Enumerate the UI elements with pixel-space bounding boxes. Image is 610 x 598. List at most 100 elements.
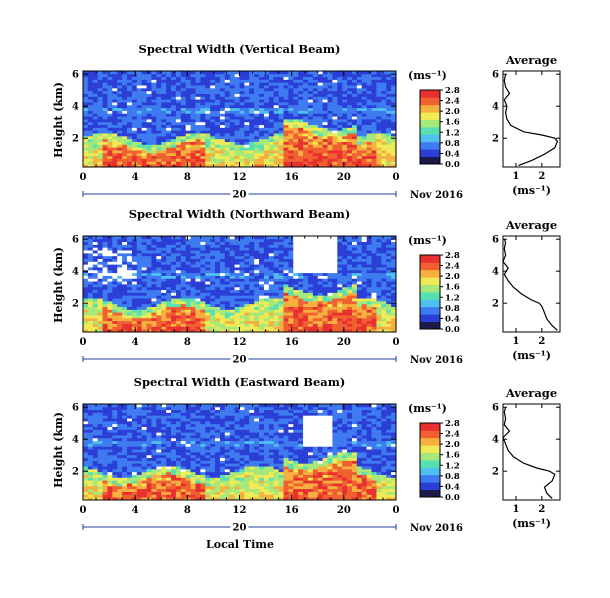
- average-y-tick-label: 6: [492, 70, 499, 81]
- x-tick-label: 16: [285, 505, 299, 516]
- colorbar-unit: (ms⁻¹): [408, 402, 447, 415]
- colorbar-tick-label: 2.4: [445, 262, 460, 272]
- x-tick-label: 0: [393, 172, 400, 183]
- y-axis-label: Height (km): [52, 82, 65, 158]
- colorbar-tick-label: 2.0: [445, 107, 460, 117]
- average-y-tick-label: 2: [492, 467, 499, 478]
- colorbar-tick-label: 2.8: [445, 419, 460, 429]
- average-x-tick-label: 1: [512, 171, 519, 182]
- colorbar-frame: [419, 422, 441, 498]
- date-month-label: Nov 2016: [410, 523, 463, 534]
- x-tick-label: 16: [285, 337, 299, 348]
- y-tick-label: 2: [72, 134, 79, 145]
- x-tick-label: 20: [337, 505, 351, 516]
- panel-3: Spectral Width (Eastward Beam)0 4 8 12 16 20 0…: [72, 375, 561, 534]
- colorbar-tick-label: 1.6: [445, 283, 460, 293]
- average-profile: Average 2 4 6 1 2 (ms⁻¹): [492, 53, 561, 197]
- average-x-tick-label: 1: [512, 336, 519, 347]
- y-tick-label: 6: [72, 70, 79, 81]
- x-tick-label: 8: [184, 505, 191, 516]
- colorbar-tick-label: 1.6: [445, 451, 460, 461]
- colorbar-tick-label: 1.6: [445, 118, 460, 128]
- y-tick-label: 6: [72, 235, 79, 246]
- average-y-tick-label: 4: [492, 102, 499, 113]
- x-tick-label: 0: [80, 337, 87, 348]
- average-frame: [502, 403, 561, 501]
- heatmap: [83, 236, 397, 333]
- y-axis-label: Height (km): [52, 247, 65, 323]
- colorbar: 0.00.40.81.21.62.02.42.8: [419, 251, 460, 335]
- average-x-tick-label: 1: [512, 504, 519, 515]
- colorbar-tick-label: 1.2: [445, 128, 460, 138]
- colorbar: 0.00.40.81.21.62.02.42.8: [419, 419, 460, 503]
- panel-2: Spectral Width (Northward Beam)0 4 8 12 16 20…: [72, 207, 561, 366]
- average-profile-line: [502, 407, 556, 499]
- x-tick-label: 12: [233, 337, 247, 348]
- colorbar-unit: (ms⁻¹): [408, 234, 447, 247]
- x-tick-label: 12: [233, 505, 247, 516]
- colorbar-tick-label: 0.8: [445, 472, 460, 482]
- colorbar-tick-label: 0.8: [445, 139, 460, 149]
- colorbar-frame: [419, 89, 441, 165]
- average-y-tick-label: 6: [492, 235, 499, 246]
- average-profile-line: [502, 238, 558, 331]
- heatmap: [83, 71, 397, 168]
- x-tick-label: 0: [393, 337, 400, 348]
- y-tick-label: 2: [72, 299, 79, 310]
- average-x-label: (ms⁻¹): [512, 184, 551, 197]
- x-axis-label: Local Time: [206, 538, 274, 551]
- x-tick-label: 4: [132, 172, 139, 183]
- date-day-label: 20: [233, 355, 247, 366]
- average-x-tick-label: 2: [538, 171, 545, 182]
- date-month-label: Nov 2016: [410, 190, 463, 201]
- y-tick-label: 4: [72, 435, 79, 446]
- panel-title: Spectral Width (Northward Beam): [129, 207, 351, 221]
- colorbar-tick-label: 0.0: [445, 160, 460, 170]
- average-x-tick-label: 2: [538, 336, 545, 347]
- average-x-label: (ms⁻¹): [512, 517, 551, 530]
- x-tick-label: 12: [233, 172, 247, 183]
- average-y-tick-label: 2: [492, 299, 499, 310]
- average-y-tick-label: 2: [492, 134, 499, 145]
- colorbar-tick-label: 2.8: [445, 86, 460, 96]
- x-tick-label: 4: [132, 337, 139, 348]
- average-y-tick-label: 6: [492, 403, 499, 414]
- panel-title: Spectral Width (Vertical Beam): [139, 42, 341, 56]
- colorbar-frame: [419, 254, 441, 330]
- average-x-label: (ms⁻¹): [512, 349, 551, 362]
- colorbar-tick-label: 2.0: [445, 440, 460, 450]
- date-day-label: 20: [233, 523, 247, 534]
- colorbar-tick-label: 2.0: [445, 272, 460, 282]
- average-title: Average: [505, 218, 557, 232]
- colorbar-tick-label: 0.4: [445, 314, 460, 324]
- colorbar-tick-label: 2.4: [445, 97, 460, 107]
- average-frame: [502, 70, 561, 168]
- y-tick-label: 4: [72, 267, 79, 278]
- x-tick-label: 20: [337, 172, 351, 183]
- average-title: Average: [505, 386, 557, 400]
- colorbar-tick-label: 2.8: [445, 251, 460, 261]
- colorbar-tick-label: 0.4: [445, 482, 460, 492]
- colorbar-unit: (ms⁻¹): [408, 69, 447, 82]
- x-tick-label: 0: [80, 172, 87, 183]
- average-profile: Average 2 4 6 1 2 (ms⁻¹): [492, 386, 561, 530]
- x-tick-label: 4: [132, 505, 139, 516]
- x-tick-label: 8: [184, 172, 191, 183]
- y-axis-label: Height (km): [52, 412, 65, 488]
- y-tick-label: 2: [72, 467, 79, 478]
- date-month-label: Nov 2016: [410, 355, 463, 366]
- average-y-tick-label: 4: [492, 267, 499, 278]
- colorbar-tick-label: 2.4: [445, 430, 460, 440]
- x-tick-label: 0: [80, 505, 87, 516]
- colorbar-tick-label: 0.0: [445, 325, 460, 335]
- average-profile: Average 2 4 6 1 2 (ms⁻¹): [492, 218, 561, 362]
- y-tick-label: 4: [72, 102, 79, 113]
- average-x-tick-label: 2: [538, 504, 545, 515]
- colorbar-tick-label: 0.4: [445, 149, 460, 159]
- date-day-label: 20: [233, 190, 247, 201]
- average-profile-line: [503, 74, 559, 166]
- colorbar-tick-label: 1.2: [445, 461, 460, 471]
- average-y-tick-label: 4: [492, 435, 499, 446]
- heatmap: [83, 404, 397, 501]
